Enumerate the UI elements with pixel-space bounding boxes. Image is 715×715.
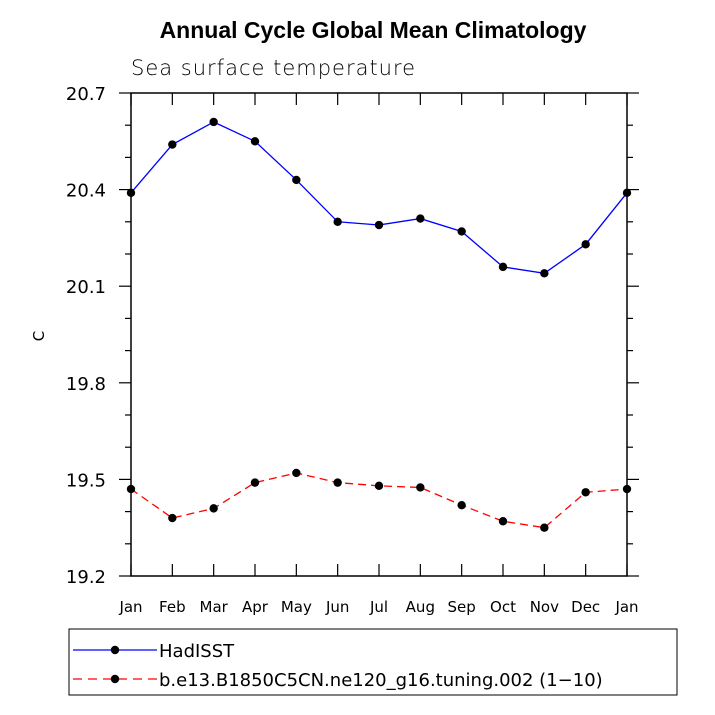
series-1-point <box>126 188 136 198</box>
series-1-point <box>457 227 466 236</box>
series-2-point <box>374 481 384 491</box>
x-tick-label: Nov <box>530 598 559 616</box>
series-2-point <box>333 478 342 487</box>
plot-frame <box>130 92 628 577</box>
x-tick-label: Feb <box>159 598 186 616</box>
x-tick-label: Dec <box>571 598 600 616</box>
y-tick-labels: 19.2 19.5 19.8 20.1 20.4 20.7 <box>66 84 106 588</box>
y-axis-label: C <box>30 331 48 341</box>
series-1-point <box>622 188 632 198</box>
series-1-point <box>168 140 177 149</box>
series-2-point <box>581 488 590 497</box>
series-layer <box>126 117 632 532</box>
chart-title: Annual Cycle Global Mean Climatology <box>160 17 587 43</box>
legend-label-1: HadISST <box>159 641 235 662</box>
y-tick-label: 19.2 <box>66 567 106 588</box>
x-tick-labels: Jan Feb Mar Apr May Jun Jul Aug Sep Oct Nov Dec Jan <box>118 598 638 616</box>
x-tick-label: Oct <box>490 598 516 616</box>
legend: HadISST b.e13.B1850C5CN.ne120_g16.tuning.… <box>73 641 603 691</box>
y-tick-label: 20.7 <box>66 84 106 105</box>
x-tick-label: Jan <box>118 598 142 616</box>
series-1-point <box>292 175 301 185</box>
x-tick-label: May <box>281 598 312 616</box>
series-1-point <box>498 262 508 272</box>
series-2-point <box>622 484 632 494</box>
x-tick-label: Jan <box>614 598 638 616</box>
chart-subtitle: Sea surface temperature <box>131 56 416 80</box>
x-tick-label: Aug <box>406 598 435 616</box>
series-2-point <box>457 500 466 510</box>
series-1-point <box>540 269 549 278</box>
y-tick-label: 19.5 <box>66 470 106 491</box>
y-tick-label: 20.4 <box>66 181 106 202</box>
series-line-1 <box>130 121 628 275</box>
series-1-point <box>581 240 590 249</box>
series-1-point <box>250 137 260 146</box>
series-1-point <box>333 217 342 226</box>
series-2-point <box>540 523 549 532</box>
series-2-point <box>416 483 425 492</box>
series-2-point <box>250 478 260 487</box>
legend-box <box>68 628 678 696</box>
x-tick-label: Apr <box>242 598 269 616</box>
x-tick-label: Jul <box>369 598 388 616</box>
series-1-point <box>374 220 384 230</box>
legend-marker-1 <box>110 645 120 655</box>
series-2-point <box>168 513 177 523</box>
series-1-point <box>209 117 218 127</box>
series-2-point <box>126 484 136 494</box>
x-tick-label: Jun <box>325 598 349 616</box>
legend-marker-2 <box>110 674 120 684</box>
series-2-point <box>292 468 301 478</box>
axis-ticks <box>119 92 639 577</box>
series-2-point <box>209 504 218 513</box>
y-tick-label: 20.1 <box>66 277 106 298</box>
x-tick-label: Sep <box>448 598 476 616</box>
series-2-point <box>498 517 508 526</box>
series-1-point <box>416 214 425 223</box>
legend-label-2: b.e13.B1850C5CN.ne120_g16.tuning.002 (1−… <box>159 670 603 691</box>
series-line-2 <box>130 472 628 529</box>
x-tick-label: Mar <box>200 598 229 616</box>
y-tick-label: 19.8 <box>66 374 106 395</box>
